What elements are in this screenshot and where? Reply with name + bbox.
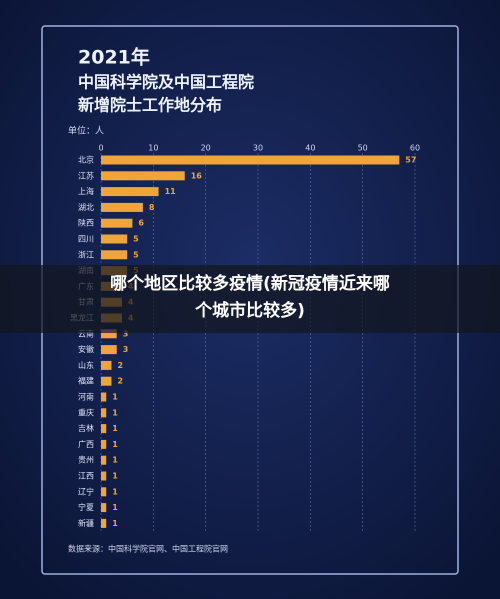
y-tick-label: 上海 (78, 186, 94, 196)
y-tick-label: 江西 (78, 472, 94, 481)
y-tick-label: 广西 (78, 439, 94, 449)
bar (101, 503, 107, 513)
value-label: 1 (112, 456, 118, 465)
value-label: 1 (112, 408, 118, 417)
overlay-text: 个城市比较多) (194, 300, 305, 321)
y-tick-label: 山东 (78, 360, 94, 370)
value-label: 5 (133, 250, 139, 259)
y-tick-label: 贵州 (78, 455, 94, 465)
value-label: 5 (133, 235, 139, 244)
y-tick-label: 新疆 (78, 518, 94, 528)
x-tick-label: 40 (305, 144, 315, 153)
value-label: 57 (405, 156, 416, 165)
x-tick-label: 20 (201, 144, 211, 153)
bar (101, 250, 128, 260)
bar (101, 155, 400, 165)
y-tick-label: 北京 (78, 155, 94, 165)
value-label: 2 (117, 377, 123, 386)
bar (101, 408, 107, 418)
bar (101, 471, 107, 481)
y-tick-label: 江苏 (78, 170, 94, 180)
overlay-band (0, 265, 500, 333)
y-tick-label: 辽宁 (78, 486, 94, 496)
title-line: 中国科学院及中国工程院 (78, 73, 254, 92)
title-line: 新增院士工作地分布 (78, 96, 222, 115)
bar (101, 424, 107, 434)
y-tick-label: 云南 (78, 328, 94, 338)
overlay-text: 哪个地区比较多疫情(新冠疫情近来哪 (110, 273, 390, 294)
value-label: 8 (149, 203, 155, 212)
value-label: 1 (112, 487, 118, 496)
y-tick-label: 河南 (78, 392, 94, 402)
value-label: 16 (191, 171, 203, 180)
x-tick-label: 30 (253, 144, 263, 153)
y-tick-label: 福建 (78, 376, 94, 386)
source: 数据来源：中国科学院官网、中国工程院官网 (68, 544, 228, 554)
value-label: 3 (123, 329, 129, 338)
bar (101, 329, 117, 339)
x-tick-label: 50 (358, 144, 368, 153)
bar (101, 376, 112, 386)
value-label: 1 (112, 503, 118, 512)
bar (101, 171, 185, 181)
y-tick-label: 湖北 (78, 203, 94, 212)
bar (101, 202, 143, 212)
value-label: 2 (117, 361, 123, 370)
bar (101, 487, 107, 497)
value-label: 6 (138, 219, 144, 228)
bar (101, 392, 107, 402)
title-line: 2021年 (78, 46, 150, 69)
bar (101, 234, 128, 244)
bar (101, 455, 107, 465)
y-tick-label: 安徽 (78, 344, 94, 354)
value-label: 3 (123, 345, 129, 354)
value-label: 1 (112, 440, 118, 449)
bar (101, 360, 112, 370)
bar (101, 218, 133, 228)
bar (101, 187, 159, 197)
unit-label: 单位：人 (68, 125, 104, 137)
value-label: 11 (165, 187, 177, 196)
x-tick-label: 60 (410, 144, 420, 153)
y-tick-label: 四川 (78, 235, 94, 244)
bar (101, 439, 107, 449)
x-tick-label: 10 (148, 144, 158, 153)
bar (101, 345, 117, 355)
value-label: 1 (112, 519, 118, 528)
value-label: 1 (112, 393, 118, 402)
y-tick-label: 宁夏 (78, 502, 94, 512)
bar (101, 518, 107, 528)
value-label: 1 (112, 424, 118, 433)
value-label: 1 (112, 472, 118, 481)
y-tick-label: 吉林 (78, 423, 94, 433)
y-tick-label: 陕西 (78, 218, 94, 228)
x-tick-label: 0 (98, 144, 103, 153)
y-tick-label: 浙江 (78, 249, 94, 259)
y-tick-label: 重庆 (78, 407, 94, 417)
